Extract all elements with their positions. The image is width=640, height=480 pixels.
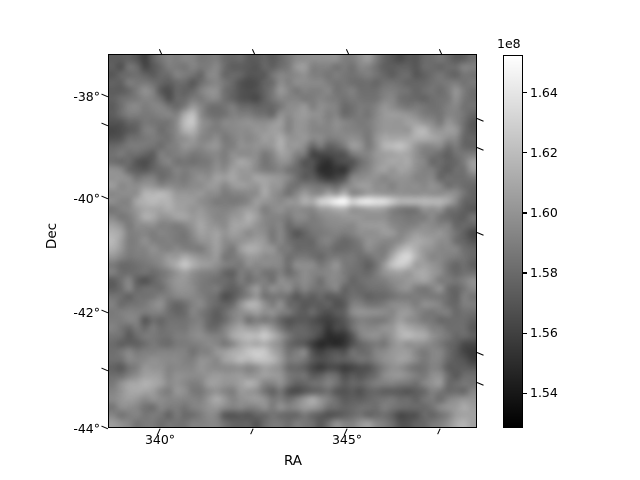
colorbar-exponent-label: 1e8 (497, 36, 521, 51)
colorbar-tick-label-2: 1.60 (530, 204, 558, 220)
colorbar-tick-2 (523, 212, 527, 214)
sky-map-image (109, 55, 476, 427)
ytick-label-m42: -42° (73, 305, 100, 320)
ytick-right-3 (476, 352, 484, 357)
yaxis-title: Dec (44, 222, 60, 250)
xtick-3 (436, 428, 441, 435)
colorbar-tick-4 (523, 332, 527, 334)
sky-map-axes[interactable] (108, 54, 477, 428)
ytick-right-4 (476, 382, 484, 387)
colorbar-tick-1 (523, 152, 527, 154)
xtick-label-340: 340° (144, 432, 176, 447)
colorbar-tick-label-0: 1.64 (530, 84, 558, 100)
colorbar-tick-0 (523, 92, 527, 94)
ytick-label-m38: -38° (73, 89, 100, 104)
colorbar[interactable] (503, 55, 523, 428)
ytick-right-1 (476, 147, 484, 152)
ytick-label-m44: -44° (73, 421, 100, 436)
colorbar-tick-label-1: 1.62 (530, 144, 558, 160)
xaxis-title: RA (283, 453, 303, 469)
colorbar-tick-label-5: 1.54 (530, 385, 558, 401)
xtick-label-345: 345° (331, 432, 363, 447)
ytick-right-0 (476, 118, 484, 123)
colorbar-tick-label-4: 1.56 (530, 325, 558, 341)
ytick-right-2 (476, 232, 484, 237)
colorbar-tick-3 (523, 272, 527, 274)
colorbar-tick-label-3: 1.58 (530, 265, 558, 281)
xtick-1 (249, 428, 254, 435)
colorbar-tick-5 (523, 392, 527, 394)
ytick-label-m40: -40° (73, 191, 100, 206)
